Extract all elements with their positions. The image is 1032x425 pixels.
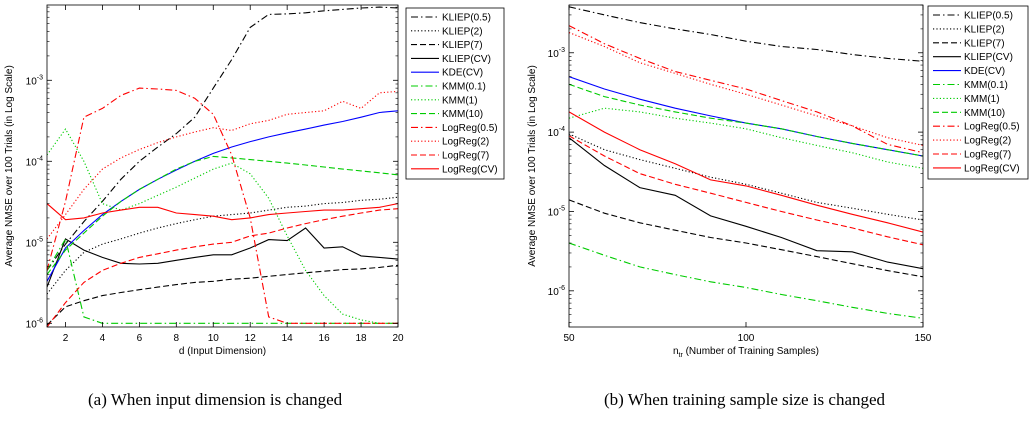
- x-tick-label: 150: [915, 333, 932, 344]
- x-tick-label: 8: [174, 333, 180, 344]
- series-line-kliep-2: [569, 133, 923, 221]
- legend-box: [405, 7, 505, 180]
- legend-label-kmm-0-1: KMM(0.1): [964, 80, 1008, 91]
- series-group: [47, 6, 398, 327]
- legend-label-kliep-0-5: KLIEP(0.5): [442, 13, 491, 24]
- legend-label-logreg-0-5: LogReg(0.5): [964, 122, 1020, 133]
- series-line-kmm-0-1: [569, 242, 923, 319]
- series-group: [569, 6, 923, 319]
- x-tick-label: 100: [738, 333, 755, 344]
- caption-b: (b) When training sample size is changed: [604, 390, 886, 409]
- series-line-kliep-7: [47, 264, 398, 326]
- figure: 10-6 10-5 10-4 10-3 2 4 6 8 10 12 14 16 18 20 d (I…: [4, 4, 1029, 359]
- axes-box: [46, 4, 399, 328]
- series-line-kmm-10: [569, 83, 923, 157]
- y-tick-label: 10-4: [26, 155, 43, 168]
- legend-label-kmm-10: KMM(10): [964, 108, 1005, 119]
- series-line-logreg-0-5: [47, 87, 398, 324]
- series-line-kliep-cv: [569, 137, 923, 270]
- legend-label-kmm-1: KMM(1): [442, 95, 478, 106]
- x-axis-label: d (Input Dimension): [179, 346, 266, 357]
- legend-label-kliep-7: KLIEP(7): [442, 40, 483, 51]
- y-tick-label: 10-5: [548, 205, 565, 218]
- series-line-kliep-0-5: [569, 6, 923, 62]
- legend-label-logreg-2: LogReg(2): [442, 137, 489, 148]
- legend-label-kliep-7: KLIEP(7): [964, 38, 1005, 49]
- legend-label-kmm-10: KMM(10): [442, 109, 483, 120]
- y-axis-label: Average NMSE over 100 Trials (in Log Sca…: [4, 65, 15, 267]
- series-line-kliep-cv: [47, 227, 398, 288]
- legend: KLIEP(0.5) KLIEP(2) KLIEP(7) KLIEP(CV) KDE(C…: [405, 7, 505, 180]
- axes-box: [568, 4, 924, 328]
- series-line-logreg-0-5: [569, 25, 923, 154]
- legend-label-kmm-0-1: KMM(0.1): [442, 82, 486, 93]
- legend-label-logreg-cv: LogReg(CV): [442, 164, 498, 175]
- x-tick-label: 4: [100, 333, 106, 344]
- series-line-kliep-2: [47, 196, 398, 295]
- x-tick-label: 16: [319, 333, 331, 344]
- x-tick-label: 2: [63, 333, 69, 344]
- series-line-kmm-1: [47, 128, 398, 324]
- legend-label-logreg-0-5: LogReg(0.5): [442, 123, 498, 134]
- series-line-logreg-2: [569, 31, 923, 146]
- legend-label-kliep-cv: KLIEP(CV): [442, 54, 491, 65]
- legend-label-logreg-7: LogReg(7): [442, 151, 489, 162]
- x-tick-label: 20: [392, 333, 404, 344]
- series-line-logreg-7: [47, 208, 398, 327]
- legend-label-kde-cv: KDE(CV): [442, 68, 483, 79]
- y-tick-label: 10-3: [26, 74, 43, 87]
- series-line-logreg-cv: [569, 111, 923, 233]
- series-line-kmm-0-1: [47, 237, 398, 324]
- y-tick-label: 10-6: [548, 285, 565, 298]
- caption-a: (a) When input dimension is changed: [88, 390, 343, 409]
- legend-label-kliep-2: KLIEP(2): [442, 26, 483, 37]
- y-tick-label: 10-6: [26, 317, 43, 330]
- x-tick-label: 10: [208, 333, 220, 344]
- x-tick-label: 50: [563, 333, 575, 344]
- x-tick-label: 14: [282, 333, 294, 344]
- legend-label-kde-cv: KDE(CV): [964, 66, 1005, 77]
- legend-label-kliep-0-5: KLIEP(0.5): [964, 11, 1013, 22]
- chart-a: 10-6 10-5 10-4 10-3 2 4 6 8 10 12 14 16 18 20 d (I…: [4, 4, 505, 357]
- legend-label-kliep-2: KLIEP(2): [964, 24, 1005, 35]
- x-tick-label: 6: [137, 333, 143, 344]
- y-tick-label: 10-4: [548, 126, 565, 139]
- legend-label-kliep-cv: KLIEP(CV): [964, 52, 1013, 63]
- series-line-kmm-10: [47, 155, 398, 275]
- legend-label-kmm-1: KMM(1): [964, 94, 1000, 105]
- chart-b: 10-6 10-5 10-4 10-3 50 100 150 ntr (Number …: [527, 4, 1029, 359]
- y-axis-label: Average NMSE over 100 Trials (in Log Sca…: [527, 65, 538, 267]
- x-tick-label: 18: [355, 333, 367, 344]
- series-line-kliep-0-5: [47, 6, 398, 271]
- series-line-kmm-1: [569, 107, 923, 169]
- x-axis-label: ntr (Number of Training Samples): [673, 346, 819, 359]
- series-line-logreg-7: [569, 135, 923, 246]
- series-line-logreg-2: [47, 90, 398, 240]
- series-line-kliep-7: [569, 199, 923, 278]
- legend-label-logreg-7: LogReg(7): [964, 150, 1011, 161]
- y-tick-label: 10-5: [26, 236, 43, 249]
- legend: KLIEP(0.5) KLIEP(2) KLIEP(7) KLIEP(CV) KDE(C…: [927, 5, 1029, 180]
- legend-box: [927, 5, 1029, 180]
- x-tick-label: 12: [245, 333, 257, 344]
- series-line-logreg-cv: [47, 203, 398, 221]
- y-tick-label: 10-3: [548, 47, 565, 60]
- legend-label-logreg-2: LogReg(2): [964, 136, 1011, 147]
- legend-label-logreg-cv: LogReg(CV): [964, 163, 1020, 174]
